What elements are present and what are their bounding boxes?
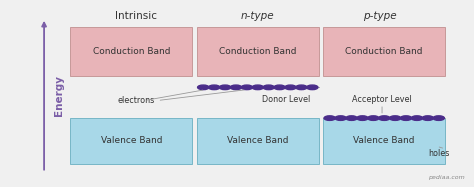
Text: holes: holes xyxy=(428,149,450,158)
Circle shape xyxy=(324,116,336,120)
Circle shape xyxy=(198,85,209,90)
Bar xyxy=(70,27,192,76)
Text: Acceptor Level: Acceptor Level xyxy=(352,95,412,104)
Circle shape xyxy=(411,116,423,120)
Bar xyxy=(197,118,319,164)
Circle shape xyxy=(219,85,231,90)
Text: n-type: n-type xyxy=(241,11,274,21)
Circle shape xyxy=(368,116,379,120)
Circle shape xyxy=(263,85,274,90)
Text: Donor Level: Donor Level xyxy=(262,95,310,104)
Circle shape xyxy=(401,116,412,120)
Circle shape xyxy=(390,116,401,120)
Bar xyxy=(70,118,192,164)
Circle shape xyxy=(357,116,368,120)
Text: Energy: Energy xyxy=(54,75,64,116)
Circle shape xyxy=(209,85,220,90)
Circle shape xyxy=(433,116,445,120)
Text: Conduction Band: Conduction Band xyxy=(92,47,170,56)
Text: pediaa.com: pediaa.com xyxy=(428,175,465,180)
Circle shape xyxy=(335,116,346,120)
Text: Valence Band: Valence Band xyxy=(354,137,415,145)
Text: p-type: p-type xyxy=(363,11,397,21)
Circle shape xyxy=(379,116,390,120)
Text: Intrinsic: Intrinsic xyxy=(115,11,157,21)
Bar xyxy=(197,27,319,76)
Circle shape xyxy=(241,85,253,90)
Circle shape xyxy=(230,85,242,90)
Circle shape xyxy=(285,85,296,90)
Circle shape xyxy=(274,85,285,90)
Text: Valence Band: Valence Band xyxy=(227,137,289,145)
Circle shape xyxy=(307,85,318,90)
Text: Conduction Band: Conduction Band xyxy=(219,47,297,56)
Text: Conduction Band: Conduction Band xyxy=(346,47,423,56)
Text: electrons: electrons xyxy=(117,96,154,105)
Circle shape xyxy=(252,85,264,90)
Circle shape xyxy=(422,116,434,120)
Circle shape xyxy=(296,85,307,90)
Bar xyxy=(323,27,445,76)
Text: Valence Band: Valence Band xyxy=(100,137,162,145)
Circle shape xyxy=(346,116,357,120)
Bar xyxy=(323,118,445,164)
